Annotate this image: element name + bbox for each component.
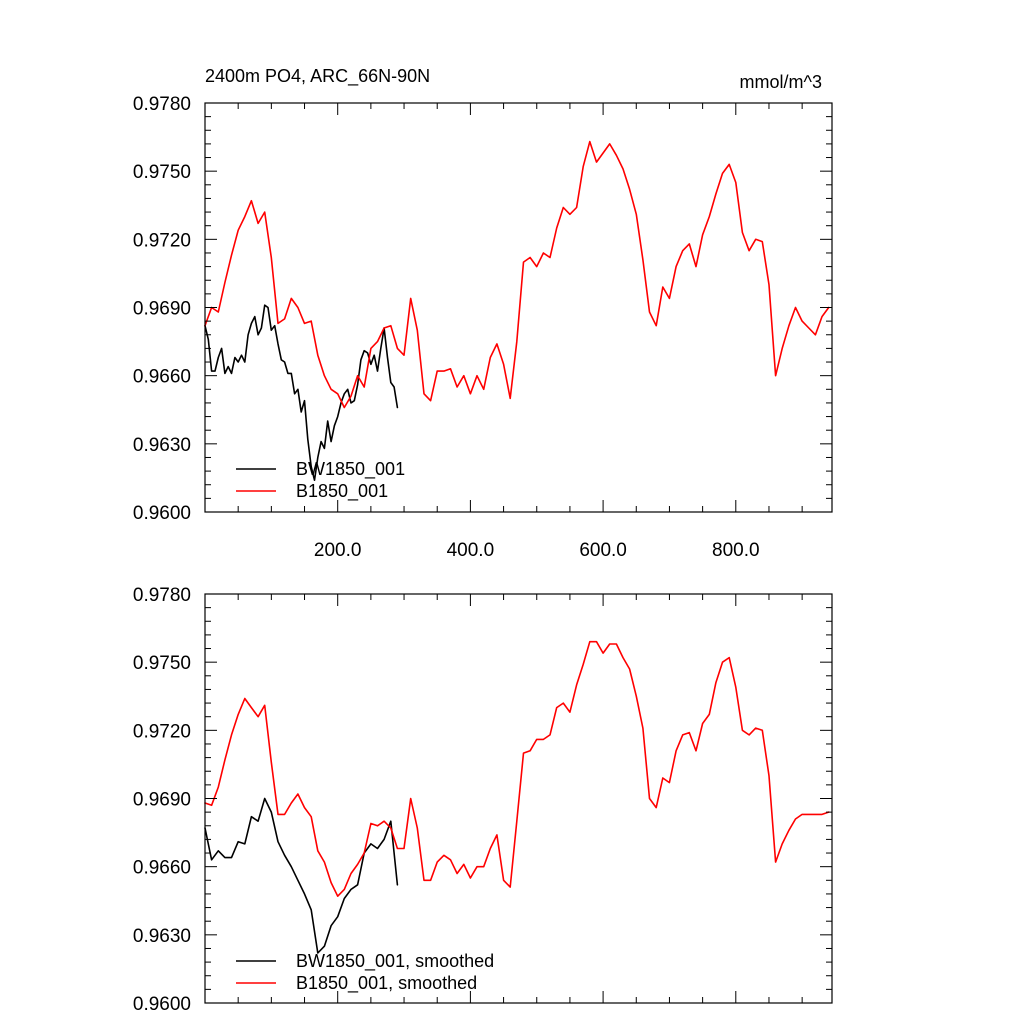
y-tick-label: 0.9720 xyxy=(133,721,191,742)
chart-panel-1: 0.9600 0.9630 0.9660 0.9690 0.9720 0.9750 0.97… xyxy=(133,66,833,561)
chart-title: 2400m PO4, ARC_66N-90N xyxy=(205,66,430,87)
series-line-2 xyxy=(204,140,830,409)
y-tick-label: 0.9660 xyxy=(133,858,191,879)
y-tick-label: 0.9720 xyxy=(133,230,191,251)
chart-units: mmol/m^3 xyxy=(740,72,822,92)
y-tick-label: 0.9690 xyxy=(133,299,191,320)
y-tick-label: 0.9600 xyxy=(133,503,191,524)
series-group xyxy=(204,640,830,954)
series-group xyxy=(204,140,830,482)
y-tick-label: 0.9750 xyxy=(133,162,191,183)
x-tick-label: 800.0 xyxy=(712,540,760,561)
legend-label: BW1850_001, smoothed xyxy=(296,951,494,972)
x-tick-label: 200.0 xyxy=(314,540,362,561)
y-tick-label: 0.9660 xyxy=(133,367,191,388)
y-tick-label: 0.9690 xyxy=(133,790,191,811)
chart-panel-2: 0.9600 0.9630 0.9660 0.9690 0.9720 0.9750 0.97… xyxy=(133,585,833,1015)
series-line-2 xyxy=(204,640,830,898)
y-tick-label: 0.9630 xyxy=(133,435,191,456)
y-tick-label: 0.9630 xyxy=(133,926,191,947)
x-tick-label: 400.0 xyxy=(447,540,495,561)
y-tick-label: 0.9750 xyxy=(133,653,191,674)
legend-label: B1850_001, smoothed xyxy=(296,973,477,994)
series-line-1 xyxy=(204,304,399,482)
x-tick-label: 600.0 xyxy=(579,540,627,561)
legend-label: B1850_001 xyxy=(296,481,388,502)
y-tick-label: 0.9780 xyxy=(133,94,191,115)
y-tick-label: 0.9600 xyxy=(133,994,191,1015)
y-tick-label: 0.9780 xyxy=(133,585,191,606)
legend-label: BW1850_001 xyxy=(296,459,405,480)
